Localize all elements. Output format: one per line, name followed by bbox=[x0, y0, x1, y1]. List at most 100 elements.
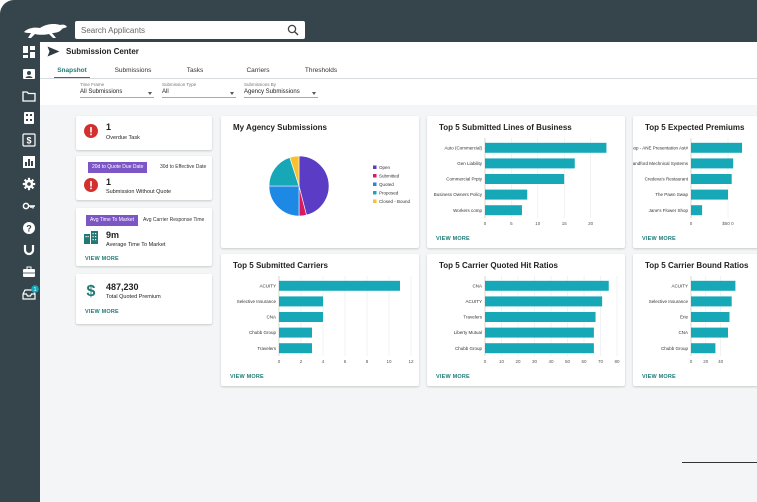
key-icon[interactable] bbox=[22, 199, 36, 213]
bar[interactable] bbox=[691, 327, 728, 338]
inbox-icon[interactable] bbox=[22, 287, 36, 301]
bar[interactable] bbox=[691, 142, 743, 153]
bar[interactable] bbox=[279, 280, 400, 291]
avg-time-label: Average Time To Market bbox=[106, 242, 166, 248]
bar[interactable] bbox=[485, 327, 594, 338]
tab-submissions[interactable]: Submissions bbox=[114, 67, 152, 74]
x-tick-label: 30 bbox=[532, 359, 538, 364]
submission-type-select[interactable]: Submission Type All bbox=[162, 82, 236, 98]
category-label: Agather Gift Shop - ANE Presentation Ast… bbox=[633, 145, 688, 150]
x-tick-label: 10 bbox=[535, 221, 541, 226]
bar[interactable] bbox=[279, 296, 323, 307]
chevron-down-icon[interactable] bbox=[148, 92, 152, 95]
search-input[interactable] bbox=[81, 25, 276, 35]
bar[interactable] bbox=[485, 205, 522, 216]
bar[interactable] bbox=[485, 312, 596, 322]
category-label: Travelers bbox=[257, 346, 276, 351]
bar[interactable] bbox=[691, 174, 732, 184]
bound-ratio-bar-chart: 0 20 40 ACUITY Selective Insurance Erie CNA Chu… bbox=[649, 276, 736, 364]
pie-slice-open[interactable] bbox=[298, 155, 330, 216]
my-agency-submissions-card: My Agency Submissions Open Submitted Quote… bbox=[221, 116, 419, 248]
carriers-bar-chart: 0 2 4 6 8 10 12 ACUITY Selective Insurance CNA Chu… bbox=[237, 276, 414, 364]
svg-text:$: $ bbox=[26, 136, 31, 146]
folder-icon[interactable] bbox=[22, 89, 36, 103]
tab-carriers[interactable]: Carriers bbox=[246, 67, 270, 74]
top-lines-card: Top 5 Submitted Lines of Business 0 5 10 15… bbox=[427, 116, 625, 248]
legend-label: Submitted bbox=[379, 174, 400, 179]
pie-slice-quoted[interactable] bbox=[268, 185, 300, 217]
x-tick-label: 0 bbox=[278, 359, 281, 364]
bar[interactable] bbox=[485, 280, 609, 291]
bar[interactable] bbox=[691, 312, 730, 322]
x-tick-label: 40 bbox=[548, 359, 554, 364]
x-tick-label: 40 bbox=[718, 359, 724, 364]
bar[interactable] bbox=[485, 174, 565, 184]
legend-label: Quoted bbox=[379, 182, 394, 187]
bar-chart-icon[interactable] bbox=[22, 155, 36, 169]
pie-slice-closed-bound[interactable] bbox=[289, 155, 300, 187]
x-tick-label: 0 bbox=[690, 359, 693, 364]
calculator-icon[interactable] bbox=[22, 111, 36, 125]
overdue-task-card[interactable]: 1 Overdue Task bbox=[76, 116, 212, 150]
bar[interactable] bbox=[279, 312, 323, 322]
tab-tasks[interactable]: Tasks bbox=[186, 67, 204, 74]
bar[interactable] bbox=[485, 343, 594, 354]
category-label: CNA bbox=[678, 330, 688, 335]
category-label: Chubb Group bbox=[249, 330, 277, 335]
chevron-down-icon[interactable] bbox=[312, 92, 316, 95]
bar[interactable] bbox=[691, 280, 736, 291]
submissions-by-value[interactable]: Agency Submissions bbox=[244, 89, 318, 98]
submission-type-label: Submission Type bbox=[162, 82, 197, 87]
submissions-by-label: Submissions By bbox=[244, 82, 277, 87]
bar[interactable] bbox=[691, 189, 728, 200]
view-more-link[interactable]: VIEW MORE bbox=[642, 374, 676, 380]
bar[interactable] bbox=[485, 158, 575, 169]
bar[interactable] bbox=[279, 343, 312, 354]
x-tick-label: 6 bbox=[344, 359, 347, 364]
card-title: Top 5 Expected Premiums bbox=[645, 123, 745, 132]
dashboard-icon[interactable] bbox=[22, 45, 36, 59]
dollar-icon[interactable]: $ bbox=[22, 133, 36, 147]
time-to-market-card[interactable]: Avg Time To Market Avg Carrier Response … bbox=[76, 208, 212, 266]
view-more-link[interactable]: VIEW MORE bbox=[436, 374, 470, 380]
time-frame-select[interactable]: Time Frame All Submissions bbox=[80, 82, 154, 98]
no-quote-count: 1 bbox=[106, 177, 112, 187]
view-more-link[interactable]: VIEW MORE bbox=[642, 236, 676, 242]
category-label: Credeva's Restaurant bbox=[645, 177, 689, 182]
category-label: Jane's Flower Shop bbox=[649, 208, 689, 213]
bar[interactable] bbox=[485, 189, 528, 200]
bar[interactable] bbox=[691, 158, 734, 169]
view-more-link[interactable]: VIEW MORE bbox=[85, 256, 119, 262]
view-more-link[interactable]: VIEW MORE bbox=[85, 309, 119, 315]
avg-time-to-market-toggle[interactable]: Avg Time To Market bbox=[86, 215, 138, 226]
magnet-icon[interactable] bbox=[22, 243, 36, 257]
submission-without-quote-card[interactable]: 20d to Quote Due Date 30d to Effective D… bbox=[76, 156, 212, 200]
contact-card-icon[interactable] bbox=[22, 67, 36, 81]
search-icon[interactable] bbox=[287, 24, 299, 36]
help-icon[interactable]: ? bbox=[22, 221, 36, 235]
time-frame-value[interactable]: All Submissions bbox=[80, 89, 154, 98]
bar[interactable] bbox=[691, 343, 716, 354]
effective-date-toggle[interactable]: 30d to Effective Date bbox=[156, 162, 211, 173]
bar[interactable] bbox=[485, 296, 603, 307]
briefcase-icon[interactable] bbox=[22, 265, 36, 279]
legend-swatch bbox=[373, 182, 377, 186]
quote-due-toggle[interactable]: 20d to Quote Due Date bbox=[88, 162, 148, 173]
tab-thresholds[interactable]: Thresholds bbox=[304, 67, 338, 74]
total-quoted-premium-card[interactable]: $ 487,230 Total Quoted Premium VIEW MORE bbox=[76, 274, 212, 324]
search-bar[interactable] bbox=[75, 21, 305, 39]
bar[interactable] bbox=[279, 327, 312, 338]
view-more-link[interactable]: VIEW MORE bbox=[436, 236, 470, 242]
bar[interactable] bbox=[691, 296, 732, 307]
submissions-by-select[interactable]: Submissions By Agency Submissions bbox=[244, 82, 318, 98]
gear-icon[interactable] bbox=[22, 177, 36, 191]
bar[interactable] bbox=[485, 142, 607, 153]
x-tick-label: 80 bbox=[614, 359, 620, 364]
submission-type-value[interactable]: All bbox=[162, 89, 236, 98]
chevron-down-icon[interactable] bbox=[230, 92, 234, 95]
cheetah-logo-icon bbox=[24, 24, 67, 38]
bar[interactable] bbox=[691, 205, 703, 216]
view-more-link[interactable]: VIEW MORE bbox=[230, 374, 264, 380]
avg-carrier-response-toggle[interactable]: Avg Carrier Response Time bbox=[139, 215, 209, 226]
pie-slice-proposed[interactable] bbox=[268, 157, 300, 187]
